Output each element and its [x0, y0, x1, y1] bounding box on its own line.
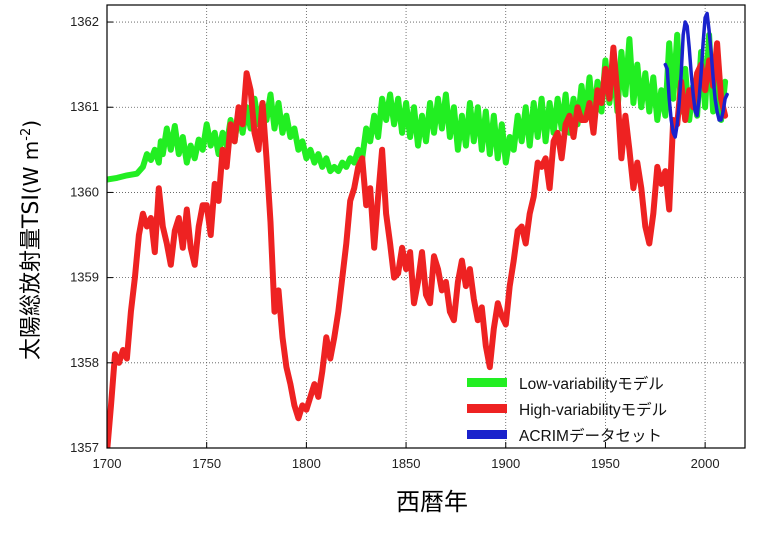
legend: Low-variabilityモデル High-variabilityモデル A…: [467, 374, 667, 445]
legend-label-acrim: ACRIMデータセット: [519, 426, 662, 445]
axis-ticks: 1700 1750 1800 1850 1900 1950 2000 1357 1358 1359…: [70, 14, 720, 471]
series-lines: [107, 11, 729, 448]
series-line-high-variability: [107, 40, 729, 448]
x-tick-label: 1700: [93, 456, 122, 471]
x-tick-label: 2000: [691, 456, 720, 471]
x-tick-label: 1850: [392, 456, 421, 471]
y-axis-label: 太陽総放射量TSI: [19, 194, 44, 360]
y-tick-label: 1361: [70, 99, 99, 114]
x-tick-label: 1900: [491, 456, 520, 471]
y-tick-label: 1362: [70, 14, 99, 29]
y-axis-unit-exponent: -2: [19, 128, 34, 141]
plot-frame: [106, 4, 746, 449]
series-line-acrim: [663, 11, 729, 139]
legend-swatch-high: [467, 404, 507, 413]
legend-swatch-acrim: [467, 430, 507, 439]
y-tick-label: 1357: [70, 440, 99, 455]
y-tick-label: 1359: [70, 270, 99, 285]
y-tick-label: 1360: [70, 184, 99, 199]
y-axis-unit-prefix: (W m: [19, 141, 43, 194]
y-axis-title: 太陽総放射量TSI(W m-2): [19, 120, 44, 360]
y-axis-unit-suffix: ): [19, 120, 43, 128]
x-axis-title: 西暦年: [396, 488, 468, 516]
legend-label-low: Low-variabilityモデル: [519, 374, 664, 393]
y-tick-label: 1358: [70, 355, 99, 370]
x-tick-label: 1800: [292, 456, 321, 471]
legend-swatch-low: [467, 378, 507, 387]
series-line-low-variability: [107, 31, 729, 183]
x-tick-label: 1950: [591, 456, 620, 471]
legend-label-high: High-variabilityモデル: [519, 400, 667, 419]
x-tick-label: 1750: [192, 456, 221, 471]
